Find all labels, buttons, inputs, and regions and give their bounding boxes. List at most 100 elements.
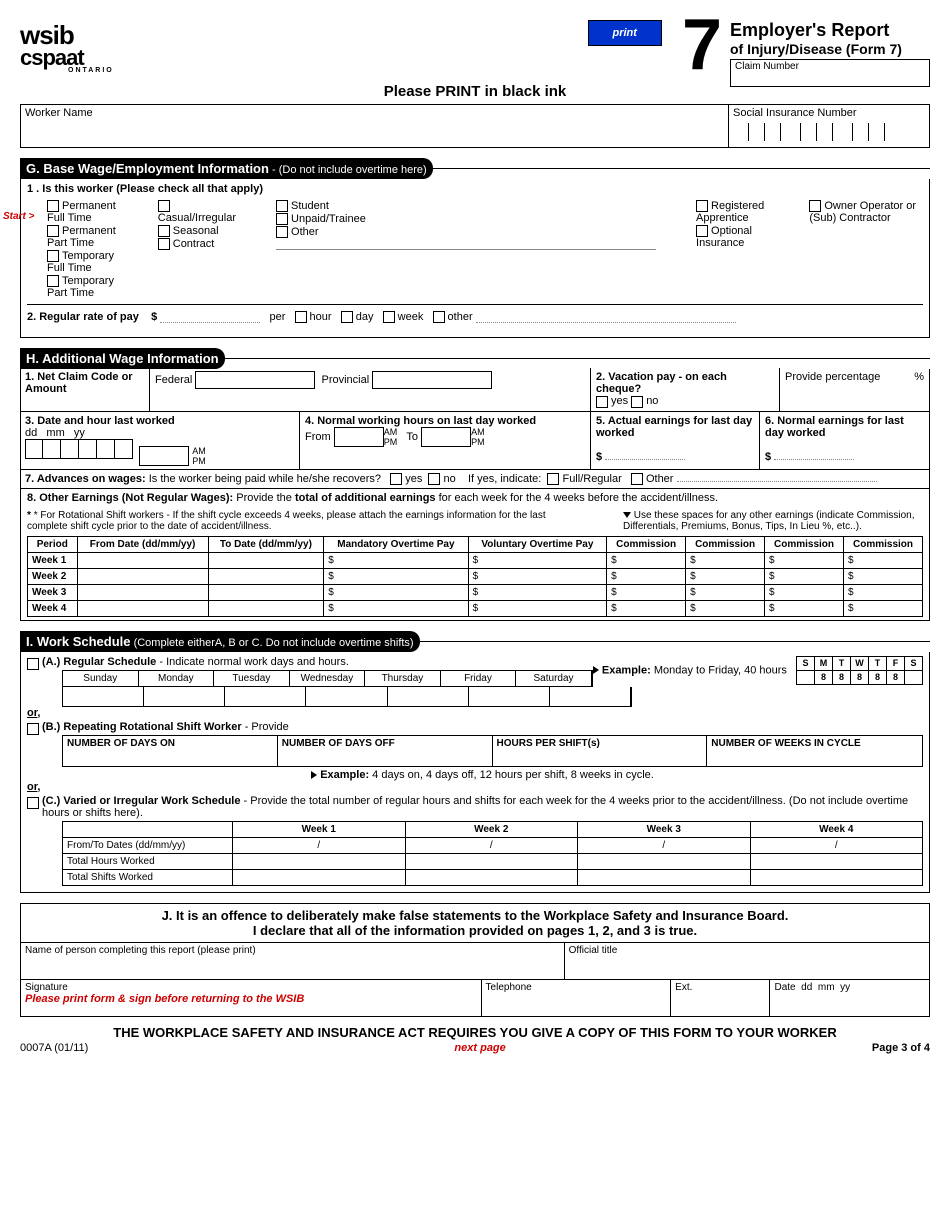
chk-temp-pt[interactable] [47, 275, 59, 287]
section-i: I. Work Schedule (Complete eitherA, B or… [20, 631, 930, 893]
chk-perm-pt[interactable] [47, 225, 59, 237]
chk-vac-no[interactable] [631, 396, 643, 408]
worker-row: Worker Name Social Insurance Number [20, 104, 930, 148]
g-q1-options: Start > Permanent Full Time Permanent Pa… [27, 195, 923, 305]
form-number: 7 [682, 20, 722, 70]
section-h: H. Additional Wage Information 1. Net Cl… [20, 348, 930, 620]
next-page-link[interactable]: next page [454, 1042, 505, 1054]
chk-vac-yes[interactable] [596, 396, 608, 408]
chk-hour[interactable] [295, 311, 307, 323]
chk-adv-yes[interactable] [390, 473, 402, 485]
chk-other[interactable] [631, 473, 643, 485]
provincial-input[interactable] [372, 371, 492, 389]
title-sub: of Injury/Disease (Form 7) [730, 41, 930, 57]
chk-perm-ft[interactable] [47, 200, 59, 212]
q3-date-boxes[interactable] [25, 439, 133, 459]
signature-field[interactable]: Signature Please print form & sign befor… [21, 980, 482, 1016]
arrow-icon [593, 666, 599, 674]
chk-student[interactable] [276, 200, 288, 212]
chk-owner[interactable] [809, 200, 821, 212]
q7-other-input[interactable] [677, 481, 877, 482]
h-q6[interactable]: 6. Normal earnings for last day worked$ [759, 411, 929, 470]
g-q2-label: 2. Regular rate of pay [27, 311, 139, 323]
sin-label: Social Insurance Number [733, 107, 857, 119]
h-q4[interactable]: 4. Normal working hours on last day work… [299, 411, 591, 470]
official-title-field[interactable]: Official title [565, 943, 929, 979]
table-row: Week 4$$$$$$ [28, 600, 923, 616]
chk-optional[interactable] [696, 225, 708, 237]
table-row: Week 2$$$$$$ [28, 568, 923, 584]
section-j-declaration: J. It is an offence to deliberately make… [20, 903, 930, 943]
chk-unpaid[interactable] [276, 213, 288, 225]
h-q2: 2. Vacation pay - on each cheque?yes no [590, 368, 780, 411]
chk-temp-ft[interactable] [47, 250, 59, 262]
pay-amount-input[interactable] [160, 322, 260, 323]
chk-apprentice[interactable] [696, 200, 708, 212]
chk-contract[interactable] [158, 238, 170, 250]
days-header: SundayMondayTuesdayWednesdayThursdayFrid… [62, 670, 593, 687]
wsib-logo: wsib cspaat ONTARIO [20, 20, 114, 74]
logo-line3: ONTARIO [68, 67, 114, 74]
q5-input[interactable] [605, 459, 685, 460]
page-number: Page 3 of 4 [872, 1042, 930, 1054]
chk-other[interactable] [276, 226, 288, 238]
chk-week[interactable] [383, 311, 395, 323]
h-provide[interactable]: Provide percentage % [779, 368, 929, 411]
table-row: Week 3$$$$$$ [28, 584, 923, 600]
other-rate-input[interactable] [476, 322, 736, 323]
h-q7: 7. Advances on wages: Is the worker bein… [20, 469, 929, 489]
telephone-field[interactable]: Telephone [482, 980, 672, 1016]
q4-to-input[interactable] [421, 427, 471, 447]
example-mini-table: SMTWTFS 88888 [796, 656, 923, 685]
claim-number-box[interactable]: Claim Number [730, 59, 930, 87]
h-q5[interactable]: 5. Actual earnings for last day worked$ [590, 411, 760, 470]
sin-field[interactable]: Social Insurance Number [729, 105, 929, 147]
q3-time-input[interactable] [139, 446, 189, 466]
chk-other-rate[interactable] [433, 311, 445, 323]
g-q2: 2. Regular rate of pay $ per hour day we… [27, 305, 923, 331]
ext-field[interactable]: Ext. [671, 980, 770, 1016]
i-b-label: (B.) Repeating Rotational Shift Worker [42, 721, 242, 733]
g-q1-lead: 1 . Is this worker [27, 183, 113, 195]
red-sign-note: Please print form & sign before returnin… [25, 993, 304, 1005]
date-field[interactable]: Date dd mm yy [770, 980, 929, 1016]
c-table: Week 1Week 2Week 3Week 4 From/To Dates (… [62, 821, 923, 886]
table-row: Week 1$$$$$$ [28, 552, 923, 568]
chk-adv-no[interactable] [428, 473, 440, 485]
section-i-header: I. Work Schedule (Complete eitherA, B or… [20, 631, 420, 652]
chk-schedule-b[interactable] [27, 723, 39, 735]
b-input-row[interactable]: NUMBER OF DAYS ON NUMBER OF DAYS OFF HOU… [62, 735, 923, 767]
q6-input[interactable] [774, 459, 854, 460]
worker-name-field[interactable]: Worker Name [21, 105, 729, 147]
chk-seasonal[interactable] [158, 225, 170, 237]
other-text-input[interactable] [276, 249, 656, 250]
person-name-field[interactable]: Name of person completing this report (p… [21, 943, 565, 979]
print-button[interactable]: print [588, 20, 662, 46]
page-header: wsib cspaat ONTARIO print 7 Employer's R… [20, 20, 930, 87]
h-q1: 1. Net Claim Code or Amount [20, 368, 150, 411]
chk-full[interactable] [547, 473, 559, 485]
chk-day[interactable] [341, 311, 353, 323]
start-marker: Start > [3, 211, 34, 222]
days-input-row[interactable] [62, 687, 632, 707]
g-q1-bold: (Please check all that apply) [116, 183, 263, 195]
chk-schedule-a[interactable] [27, 658, 39, 670]
chk-casual[interactable] [158, 200, 170, 212]
chk-schedule-c[interactable] [27, 797, 39, 809]
or-2: or, [27, 781, 923, 793]
form-code: 0007A (01/11) [20, 1042, 88, 1054]
table-row: From/To Dates (dd/mm/yy)//// [63, 837, 923, 853]
h-q3[interactable]: 3. Date and hour last worked dd mm yy AM… [20, 411, 300, 470]
claim-number-label: Claim Number [731, 60, 929, 73]
footer-note: THE WORKPLACE SAFETY AND INSURANCE ACT R… [20, 1025, 930, 1040]
title-block: Employer's Report of Injury/Disease (For… [730, 20, 930, 87]
signature-row: Signature Please print form & sign befor… [20, 980, 930, 1017]
table-row: Total Shifts Worked [63, 869, 923, 885]
arrow-icon [311, 771, 317, 779]
sin-boxes[interactable] [733, 123, 925, 141]
federal-input[interactable] [195, 371, 315, 389]
section-g: G. Base Wage/Employment Information - (D… [20, 158, 930, 338]
name-title-row: Name of person completing this report (p… [20, 943, 930, 980]
q4-from-input[interactable] [334, 427, 384, 447]
h-federal[interactable]: Federal Provincial [149, 368, 591, 411]
